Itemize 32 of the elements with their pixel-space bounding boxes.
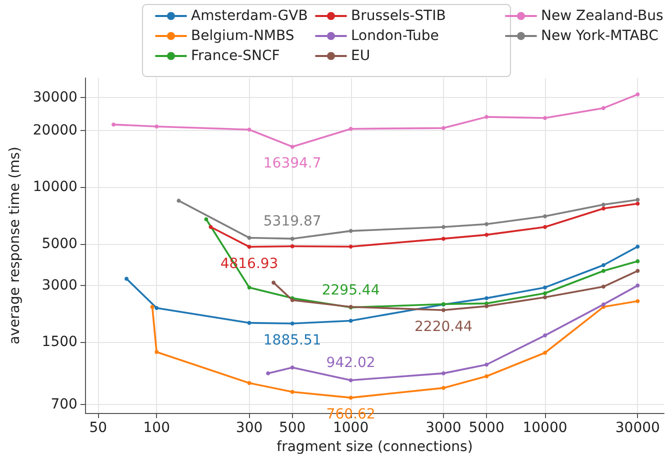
legend-label: EU — [351, 48, 370, 64]
x-tick-label: 3000 — [426, 420, 462, 436]
y-axis-title: average response time (ms) — [7, 146, 23, 344]
x-tick-label: 30000 — [615, 420, 660, 436]
data-label: 942.02 — [326, 355, 376, 372]
data-label: 1885.51 — [263, 332, 322, 348]
legend-label: London-Tube — [351, 28, 439, 44]
y-tick-label: 1500 — [42, 334, 78, 350]
data-label: 2220.44 — [414, 319, 472, 336]
data-label: 5319.87 — [263, 214, 322, 230]
x-tick-label: 1000 — [332, 420, 369, 436]
x-axis-title: fragment size (connections) — [276, 439, 473, 455]
legend-label: New Zealand-Bus — [541, 8, 664, 24]
y-tick-label: 700 — [50, 396, 78, 412]
legend-label: Brussels-STIB — [351, 8, 446, 24]
y-tick-label: 30000 — [32, 89, 78, 106]
x-tick-label: 10000 — [522, 420, 568, 436]
y-tick-label: 10000 — [32, 179, 78, 196]
legend-label: France-SNCF — [191, 48, 280, 64]
x-tick-label: 100 — [143, 420, 170, 436]
x-tick-label: 300 — [236, 420, 263, 436]
legend-label: New York-MTABC — [541, 28, 659, 44]
legend-label: Belgium-NMBS — [191, 28, 294, 44]
legend-label: Amsterdam-GVB — [191, 8, 308, 24]
y-tick-label: 20000 — [32, 122, 78, 138]
data-label: 2295.44 — [322, 282, 380, 298]
x-tick-label: 5000 — [468, 420, 504, 436]
data-label: 16394.7 — [263, 156, 322, 172]
x-tick-label: 50 — [89, 420, 108, 436]
y-tick-label: 3000 — [42, 278, 78, 294]
x-tick-label: 500 — [278, 420, 306, 436]
y-tick-label: 5000 — [42, 236, 78, 252]
